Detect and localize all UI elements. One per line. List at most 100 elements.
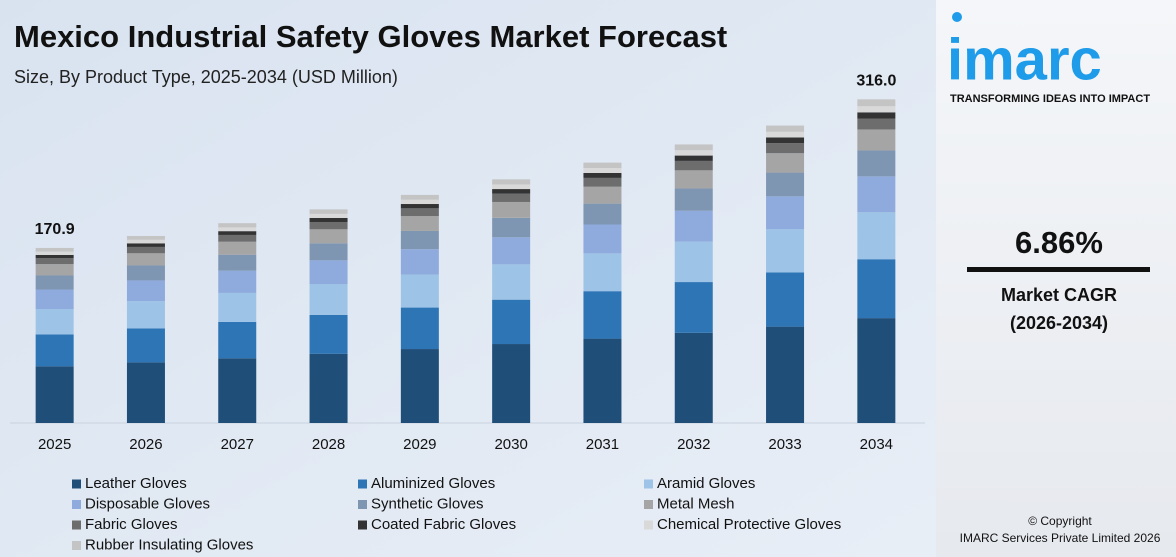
bar-segment: [492, 299, 531, 345]
bar-segment: [309, 260, 348, 285]
bar-segment: [674, 150, 713, 156]
bar-segment: [218, 321, 257, 359]
bar-segment: [583, 186, 622, 204]
bar-segment: [400, 249, 439, 275]
bar-segment: [126, 265, 165, 281]
bar-segment: [674, 160, 713, 171]
bar-segment: [674, 188, 713, 211]
bar-segment: [857, 150, 896, 177]
bar-segment: [766, 153, 805, 173]
bar-segment: [583, 177, 622, 187]
legend-swatch: [644, 500, 653, 509]
sidebar-background: [936, 0, 1176, 557]
bar-segment: [766, 172, 805, 197]
bar-segment: [126, 362, 165, 423]
logo-dot: [952, 12, 962, 22]
bar-segment: [492, 179, 531, 185]
legend-label: Synthetic Gloves: [371, 495, 484, 512]
x-tick-label: 2032: [677, 436, 710, 453]
bar-segment: [35, 254, 74, 259]
legend-label: Rubber Insulating Gloves: [85, 536, 253, 553]
bar-segment: [218, 270, 257, 293]
bar-segment: [492, 264, 531, 300]
copyright: © Copyright: [1028, 514, 1092, 528]
bar-segment: [218, 241, 257, 255]
bar-segment: [583, 224, 622, 254]
legend-swatch: [358, 520, 367, 530]
bar-segment: [766, 272, 805, 327]
legend-swatch: [72, 479, 81, 489]
bar-segment: [583, 253, 622, 292]
bar-segment: [674, 282, 713, 333]
bar-segment: [492, 184, 531, 190]
bar-segment: [766, 326, 805, 423]
bar-segment: [857, 118, 896, 130]
bar-segment: [126, 328, 165, 363]
bar-segment: [126, 301, 165, 329]
chart-subtitle: Size, By Product Type, 2025-2034 (USD Mi…: [14, 67, 398, 87]
bar-segment: [857, 112, 896, 119]
bar-segment: [766, 131, 805, 138]
legend-swatch: [72, 541, 81, 550]
bar-segment: [126, 246, 165, 254]
bar-segment: [400, 307, 439, 350]
bar-segment: [400, 274, 439, 308]
bar-segment: [857, 318, 896, 423]
legend-swatch: [358, 500, 367, 509]
x-tick-label: 2028: [312, 436, 345, 453]
bar-segment: [35, 251, 74, 255]
bar-segment: [583, 338, 622, 423]
bar-segment: [492, 189, 531, 194]
bar-segment: [218, 358, 257, 423]
bar-segment: [400, 230, 439, 250]
x-tick-label: 2031: [586, 436, 619, 453]
x-tick-label: 2030: [494, 436, 527, 453]
bar-segment: [218, 234, 257, 242]
bar-segment: [400, 216, 439, 231]
legend-swatch: [644, 520, 653, 530]
bar-segment: [766, 125, 805, 132]
legend-label: Aramid Gloves: [657, 475, 755, 492]
bar-segment: [400, 208, 439, 217]
legend-label: Chemical Protective Gloves: [657, 516, 841, 533]
bar-segment: [400, 194, 439, 200]
legend-swatch: [644, 479, 653, 489]
bar-segment: [35, 334, 74, 367]
cagr-rule: [967, 267, 1150, 272]
bar-segment: [857, 129, 896, 151]
x-tick-label: 2034: [860, 436, 893, 453]
tagline: TRANSFORMING IDEAS INTO IMPACT: [950, 93, 1150, 105]
bar-segment: [126, 280, 165, 302]
x-tick-label: 2025: [38, 436, 71, 453]
bar-segment: [674, 144, 713, 151]
chart-title: Mexico Industrial Safety Gloves Market F…: [14, 19, 727, 54]
logo: imarc: [947, 27, 1102, 92]
bar-segment: [309, 284, 348, 315]
bar-segment: [126, 253, 165, 266]
bar-segment: [492, 344, 531, 423]
x-tick-label: 2033: [768, 436, 801, 453]
bar-segment: [35, 258, 74, 265]
x-tick-label: 2027: [221, 436, 254, 453]
bar-segment: [35, 264, 74, 276]
bar-segment: [766, 143, 805, 154]
legend-label: Fabric Gloves: [85, 516, 178, 533]
bar-segment: [766, 229, 805, 273]
bar-segment: [583, 172, 622, 178]
bar-segment: [309, 243, 348, 261]
bar-segment: [583, 203, 622, 225]
bar-segment: [126, 235, 165, 240]
legend-swatch: [358, 479, 367, 489]
bar-segment: [583, 162, 622, 169]
bar-segment: [583, 168, 622, 173]
bar-segment: [126, 243, 165, 247]
bar-segment: [857, 259, 896, 319]
bar-segment: [35, 289, 74, 310]
bar-segment: [218, 292, 257, 322]
legend-label: Leather Gloves: [85, 475, 187, 492]
bar-segment: [309, 217, 348, 223]
bar-segment: [857, 106, 896, 113]
legend-label: Metal Mesh: [657, 495, 735, 512]
